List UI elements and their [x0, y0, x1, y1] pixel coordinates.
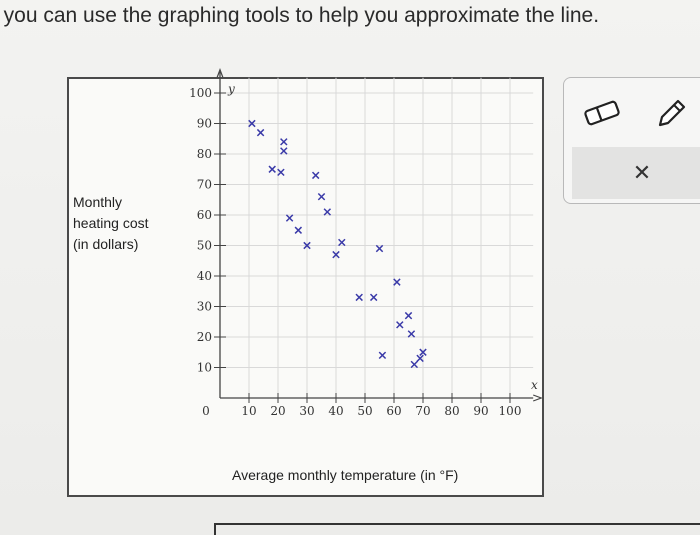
data-point-marker — [393, 278, 401, 286]
marker-stroke — [393, 278, 401, 286]
clear-button[interactable]: ✕ — [572, 147, 700, 199]
marker-stroke — [311, 171, 320, 180]
marker-stroke — [404, 311, 413, 320]
y-tick-label: 20 — [197, 330, 212, 344]
data-point-marker — [311, 171, 320, 180]
marker-stroke — [378, 351, 387, 360]
y-tick-label: 90 — [197, 117, 212, 131]
marker-stroke — [338, 238, 346, 247]
eraser-icon — [584, 100, 620, 126]
marker-stroke — [396, 321, 404, 329]
data-point-marker — [369, 293, 378, 302]
instruction-text: t you can use the graphing tools to help… — [0, 4, 600, 27]
y-variable-label: y — [227, 82, 235, 96]
data-point-marker — [355, 293, 363, 302]
y-axis-title-line-1: Monthly — [73, 194, 123, 210]
x-axis-title: Average monthly temperature (in °F) — [232, 467, 459, 483]
origin-label: 0 — [202, 404, 210, 418]
data-point-marker — [410, 360, 419, 369]
marker-stroke — [317, 192, 326, 201]
eraser-button[interactable] — [579, 90, 625, 136]
x-tick-label: 90 — [473, 404, 488, 418]
x-tick-label: 60 — [386, 404, 401, 418]
y-axis-title: Monthly heating cost (in dollars) — [73, 192, 183, 255]
y-axis-arrow — [216, 68, 224, 78]
next-panel-edge — [214, 523, 700, 535]
x-tick-label: 50 — [357, 404, 372, 418]
data-point-marker — [396, 321, 404, 329]
marker-stroke — [256, 128, 265, 137]
data-point-marker — [323, 208, 332, 216]
marker-stroke — [332, 250, 340, 259]
marker-stroke — [268, 165, 276, 173]
x-tick-label: 40 — [328, 404, 343, 418]
marker-stroke — [355, 293, 363, 302]
data-point-marker — [294, 226, 303, 234]
data-point-marker — [280, 138, 288, 146]
x-tick-label: 30 — [299, 404, 314, 418]
x-tick-label: 70 — [415, 404, 430, 418]
marker-stroke — [303, 241, 311, 250]
y-tick-label: 30 — [197, 300, 212, 314]
marker-stroke — [280, 138, 288, 146]
data-point-marker — [375, 244, 384, 253]
x-tick-label: 80 — [444, 404, 459, 418]
data-point-marker — [317, 192, 326, 201]
data-point-marker — [338, 238, 346, 247]
x-axis-arrow — [532, 394, 543, 402]
data-point-marker — [285, 214, 294, 222]
data-point-marker — [332, 250, 340, 259]
y-axis-title-line-3: (in dollars) — [73, 236, 139, 252]
x-tick-label: 10 — [241, 404, 256, 418]
marker-stroke — [280, 147, 288, 155]
y-tick-label: 10 — [197, 361, 212, 375]
x-variable-label: x — [531, 378, 538, 392]
marker-stroke — [416, 354, 424, 363]
graphing-tools-panel: ✕ — [563, 77, 700, 204]
marker-stroke — [294, 226, 303, 234]
data-point-marker — [419, 348, 427, 356]
y-tick-label: 70 — [197, 178, 212, 192]
y-tick-label: 100 — [189, 86, 212, 100]
marker-stroke — [369, 293, 378, 302]
y-tick-label: 60 — [197, 208, 212, 222]
data-point-marker — [280, 147, 288, 155]
marker-stroke — [323, 208, 332, 216]
marker-stroke — [277, 168, 285, 177]
marker-stroke — [419, 348, 427, 356]
data-point-marker — [256, 128, 265, 137]
y-tick-label: 50 — [197, 239, 212, 253]
data-point-marker — [378, 351, 387, 360]
y-tick-label: 80 — [197, 147, 212, 161]
y-tick-label: 40 — [197, 269, 212, 283]
data-point-marker — [404, 311, 413, 320]
x-tick-label: 20 — [270, 404, 285, 418]
y-axis-title-line-2: heating cost — [73, 215, 149, 231]
data-point-marker — [416, 354, 424, 363]
data-point-marker — [268, 165, 276, 173]
pencil-button[interactable] — [649, 90, 695, 136]
data-point-marker — [248, 119, 256, 128]
graph-panel — [67, 77, 544, 497]
marker-stroke — [407, 330, 416, 338]
pencil-icon — [658, 99, 686, 127]
marker-stroke — [375, 244, 384, 253]
data-point-marker — [303, 241, 311, 250]
data-point-marker — [407, 330, 416, 338]
data-point-marker — [277, 168, 285, 177]
marker-stroke — [285, 214, 294, 222]
marker-stroke — [248, 119, 256, 128]
x-tick-label: 100 — [499, 404, 522, 418]
marker-stroke — [410, 360, 419, 369]
